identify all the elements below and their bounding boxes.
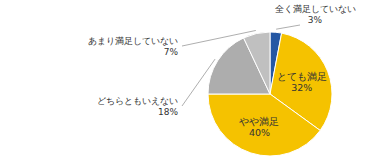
- outside-label: あまり満足していない7%: [88, 36, 178, 57]
- label-category: やや満足: [239, 116, 279, 127]
- chart: とても満足32% やや満足40% 全く満足していない3% あまり満足していない7% どち…: [0, 0, 384, 164]
- pie-slice: [208, 94, 320, 156]
- label-value: 18%: [158, 107, 178, 117]
- label-value: 7%: [164, 47, 179, 57]
- label-category: あまり満足していない: [88, 36, 178, 46]
- leader-line: [276, 25, 300, 29]
- label-value: 32%: [291, 82, 312, 93]
- pie: [208, 32, 332, 156]
- label-value: 3%: [308, 15, 323, 25]
- inside-label: やや満足40%: [239, 116, 279, 138]
- outside-label: 全く満足していない3%: [275, 4, 356, 25]
- pie-slice: [244, 32, 270, 94]
- label-category: とても満足: [277, 71, 327, 82]
- leader-line: [182, 30, 256, 46]
- outside-label: どちらともいえない18%: [97, 96, 178, 117]
- data-labels: とても満足32% やや満足40% 全く満足していない3% あまり満足していない7% どち…: [88, 4, 356, 138]
- label-category: どちらともいえない: [97, 96, 178, 106]
- label-category: 全く満足していない: [275, 4, 356, 14]
- leader-line: [182, 59, 215, 106]
- label-value: 40%: [249, 127, 270, 138]
- inside-label: とても満足32%: [277, 71, 327, 93]
